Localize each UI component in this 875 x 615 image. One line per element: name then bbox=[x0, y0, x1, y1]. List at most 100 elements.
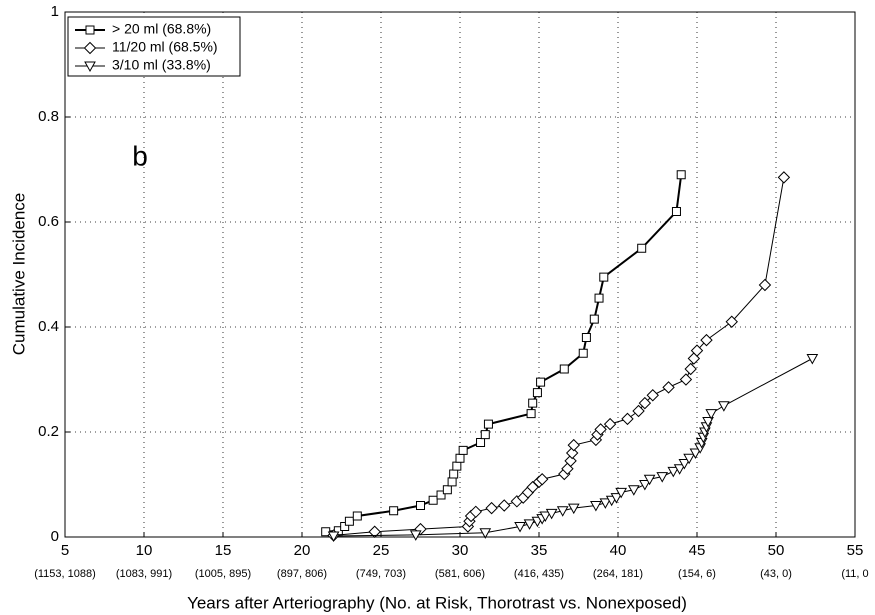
y-tick-label: 1 bbox=[51, 3, 59, 20]
marker bbox=[638, 396, 652, 410]
marker bbox=[777, 171, 791, 184]
x-tick-label: 30 bbox=[452, 542, 469, 559]
series-line bbox=[325, 174, 683, 533]
marker bbox=[476, 438, 486, 447]
x-tick-label: 20 bbox=[294, 542, 311, 559]
marker bbox=[683, 453, 695, 465]
marker bbox=[327, 531, 340, 542]
y-tick-label: 0.6 bbox=[38, 213, 59, 230]
marker bbox=[646, 389, 659, 402]
y-tick-label: 0.8 bbox=[38, 108, 59, 125]
marker bbox=[718, 401, 730, 412]
y-axis-label: Cumulative Incidence bbox=[9, 193, 28, 356]
x-tick-label: 45 bbox=[689, 542, 706, 559]
x-tick-label: 40 bbox=[610, 542, 627, 559]
x-axis-label: Years after Arteriography (No. at Risk, … bbox=[187, 593, 687, 612]
series-line bbox=[333, 177, 785, 536]
marker bbox=[528, 398, 538, 408]
marker bbox=[806, 354, 819, 365]
marker bbox=[673, 464, 686, 475]
marker bbox=[610, 493, 623, 504]
marker bbox=[480, 430, 490, 440]
marker bbox=[578, 348, 588, 358]
x-tick-sublabel: (1083, 991) bbox=[116, 568, 172, 580]
x-tick-label: 35 bbox=[531, 542, 548, 559]
marker bbox=[615, 487, 628, 499]
marker bbox=[449, 469, 459, 479]
marker bbox=[671, 207, 681, 216]
marker bbox=[589, 314, 599, 324]
marker bbox=[447, 477, 457, 487]
marker bbox=[564, 454, 577, 468]
marker bbox=[565, 446, 579, 460]
legend-label: > 20 ml (68.8%) bbox=[112, 21, 211, 37]
marker bbox=[532, 388, 542, 398]
marker bbox=[639, 480, 651, 491]
x-tick-sublabel: (749, 703) bbox=[356, 568, 406, 580]
x-tick-label: 25 bbox=[373, 542, 390, 559]
marker bbox=[725, 315, 738, 328]
x-tick-label: 50 bbox=[768, 542, 785, 559]
marker bbox=[352, 511, 362, 521]
marker bbox=[389, 506, 399, 516]
marker bbox=[523, 519, 536, 530]
x-tick-label: 5 bbox=[61, 542, 69, 559]
x-tick-sublabel: (43, 0) bbox=[760, 568, 792, 580]
marker bbox=[483, 419, 493, 429]
marker bbox=[700, 333, 713, 347]
marker bbox=[643, 474, 656, 486]
marker bbox=[416, 501, 425, 510]
marker bbox=[83, 41, 97, 55]
x-tick-sublabel: (1153, 1088) bbox=[34, 568, 96, 580]
marker bbox=[590, 501, 602, 512]
marker bbox=[409, 530, 422, 541]
marker bbox=[539, 511, 552, 523]
x-tick-sublabel: (581, 606) bbox=[435, 568, 485, 580]
marker bbox=[469, 505, 483, 519]
y-tick-label: 0.4 bbox=[38, 318, 59, 335]
x-tick-sublabel: (11, 0 bbox=[841, 568, 868, 580]
marker bbox=[514, 522, 526, 533]
marker bbox=[559, 364, 569, 374]
x-tick-sublabel: (154, 6) bbox=[678, 568, 716, 580]
marker bbox=[676, 170, 686, 180]
x-tick-label: 55 bbox=[847, 542, 864, 559]
marker bbox=[479, 528, 492, 539]
marker bbox=[428, 495, 438, 505]
marker bbox=[556, 506, 569, 517]
x-tick-label: 10 bbox=[136, 542, 153, 559]
marker bbox=[690, 344, 704, 357]
marker bbox=[567, 503, 580, 515]
x-tick-sublabel: (264, 181) bbox=[593, 568, 643, 580]
marker bbox=[656, 472, 669, 483]
marker bbox=[678, 459, 691, 470]
marker bbox=[545, 508, 558, 520]
marker bbox=[85, 25, 95, 35]
marker bbox=[567, 438, 580, 452]
marker bbox=[667, 466, 680, 478]
marker bbox=[594, 423, 607, 436]
marker bbox=[442, 485, 452, 495]
marker bbox=[632, 404, 645, 418]
marker bbox=[679, 373, 693, 386]
legend-label: 11/20 ml (68.5%) bbox=[112, 39, 218, 55]
marker bbox=[526, 409, 536, 419]
marker bbox=[485, 501, 498, 515]
marker bbox=[599, 272, 609, 282]
y-tick-label: 0 bbox=[51, 528, 59, 545]
y-tick-label: 0.2 bbox=[38, 423, 59, 440]
marker bbox=[452, 461, 462, 471]
x-tick-label: 15 bbox=[215, 542, 232, 559]
marker bbox=[627, 485, 640, 496]
marker bbox=[621, 412, 634, 426]
marker bbox=[637, 243, 647, 253]
annotation: b bbox=[132, 140, 148, 171]
marker bbox=[758, 278, 772, 292]
marker bbox=[536, 377, 546, 387]
marker bbox=[689, 448, 702, 460]
marker bbox=[344, 516, 354, 526]
x-tick-sublabel: (897, 806) bbox=[277, 568, 327, 580]
marker bbox=[599, 498, 612, 509]
